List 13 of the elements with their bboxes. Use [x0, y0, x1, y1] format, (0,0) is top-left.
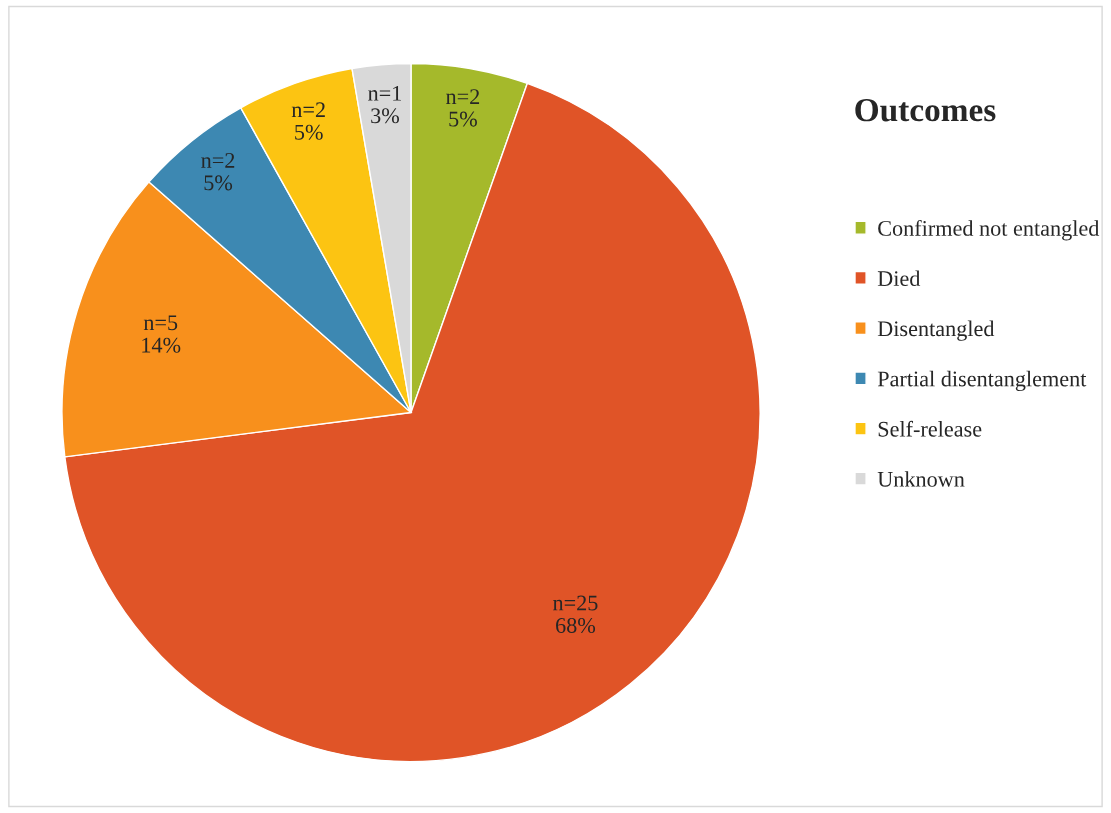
legend-label: Disentangled [877, 320, 995, 341]
legend-label: Partial disentanglement [877, 370, 1087, 392]
data-label: n=5 14% [142, 315, 181, 353]
legend-title: Outcomes [855, 98, 996, 122]
legend-label: Confirmed not entangled [878, 220, 1100, 241]
data-label: n=2 5% [446, 89, 480, 127]
legend-label: Self-release [878, 420, 982, 437]
data-label: n=25 68% [553, 595, 598, 634]
data-label: n=2 5% [201, 152, 235, 191]
legend-label: Unknown [877, 471, 965, 487]
data-label: n=2 5% [291, 102, 325, 140]
data-label: n=1 3% [368, 85, 401, 124]
legend-label: Died [877, 270, 921, 287]
